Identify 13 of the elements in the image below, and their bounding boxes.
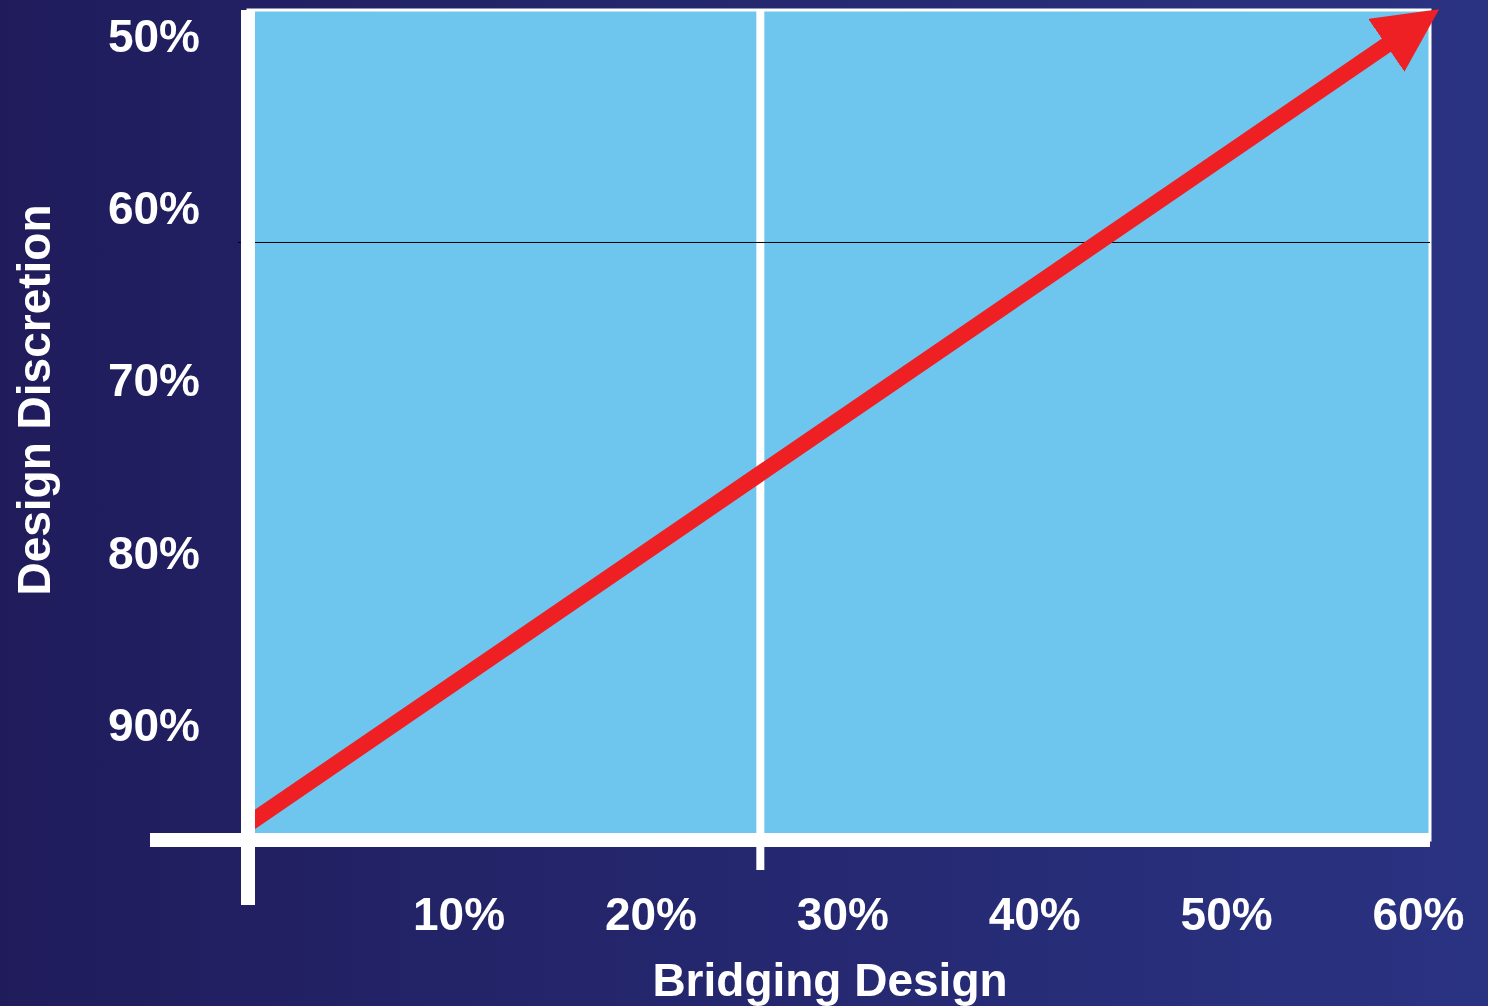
y-tick-label: 50%: [107, 9, 201, 62]
x-tick-label: 30%: [796, 888, 889, 940]
x-axis-title: Bridging Design: [652, 954, 1008, 1006]
y-tick-label: 90%: [107, 698, 201, 751]
x-tick-label: 10%: [413, 888, 506, 940]
x-tick-label: 60%: [1372, 888, 1465, 940]
y-tick-label: 60%: [107, 182, 201, 235]
y-axis-title: Design Discretion: [8, 204, 60, 596]
x-tick-label: 40%: [988, 888, 1081, 940]
y-tick-label: 70%: [107, 354, 201, 407]
y-tick-label: 80%: [107, 526, 201, 579]
x-tick-label: 20%: [604, 888, 697, 940]
x-tick-label: 50%: [1180, 888, 1273, 940]
